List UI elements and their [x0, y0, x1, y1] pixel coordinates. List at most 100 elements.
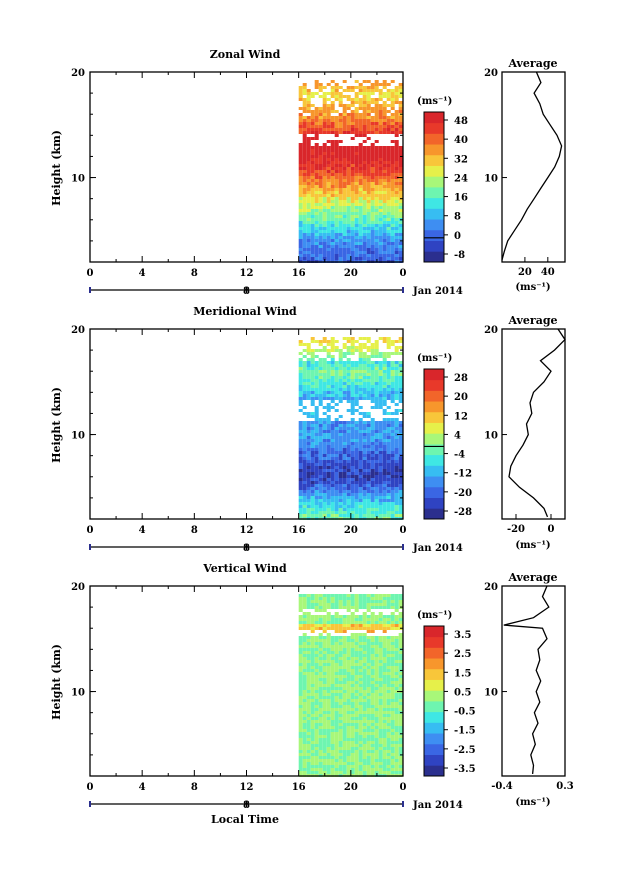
heatmap-cell [338, 236, 343, 239]
heatmap-cell [390, 487, 395, 490]
heatmap-cell [354, 711, 359, 714]
heatmap-cell [330, 110, 335, 113]
heatmap-cell [322, 448, 327, 451]
heatmap-cell [362, 484, 367, 487]
heatmap-cell [374, 131, 379, 134]
heatmap-cell [374, 681, 379, 684]
heatmap-cell [354, 627, 359, 630]
heatmap-cell [326, 349, 331, 352]
heatmap-cell [358, 478, 363, 481]
heatmap-cell [366, 624, 371, 627]
heatmap-cell [358, 349, 363, 352]
heatmap-cell [358, 765, 363, 768]
heatmap-cell [394, 146, 399, 149]
heatmap-cell [366, 152, 371, 155]
colorbar-frame [423, 625, 445, 777]
heatmap-cell [302, 110, 307, 113]
heatmap-cell [302, 663, 307, 666]
heatmap-cell [354, 364, 359, 367]
heatmap-cell [302, 603, 307, 606]
heatmap-cell [338, 696, 343, 699]
heatmap-cell [342, 379, 347, 382]
heatmap-cell [370, 457, 375, 460]
heatmap-cell [326, 445, 331, 448]
heatmap-cell [366, 463, 371, 466]
x-tick-label: 8 [191, 782, 198, 793]
heatmap-cell [350, 427, 355, 430]
heatmap-cell [390, 472, 395, 475]
heatmap-cell [298, 708, 303, 711]
heatmap-cell [366, 615, 371, 618]
heatmap-cell [326, 212, 331, 215]
heatmap-cell [330, 361, 335, 364]
heatmap-cell [342, 233, 347, 236]
heatmap-cell [350, 705, 355, 708]
heatmap-cell [310, 654, 315, 657]
heatmap-cell [306, 735, 311, 738]
heatmap-cell [330, 765, 335, 768]
heatmap-cell [354, 735, 359, 738]
heatmap-cell [322, 406, 327, 409]
heatmap-cell [346, 448, 351, 451]
heatmap-cell [306, 128, 311, 131]
heatmap-cell [310, 218, 315, 221]
heatmap-cell [370, 146, 375, 149]
heatmap-cell [334, 448, 339, 451]
heatmap-cell [378, 645, 383, 648]
heatmap-cell [370, 502, 375, 505]
heatmap-cell [398, 107, 403, 110]
heatmap-cell [366, 155, 371, 158]
heatmap-cell [330, 732, 335, 735]
heatmap-cell [306, 140, 311, 143]
heatmap-cell [302, 642, 307, 645]
heatmap-cell [374, 185, 379, 188]
heatmap-cell [386, 176, 391, 179]
heatmap-cell [374, 741, 379, 744]
heatmap-cell [398, 251, 403, 254]
heatmap-cell [354, 230, 359, 233]
heatmap-cell [322, 394, 327, 397]
heatmap-cell [382, 146, 387, 149]
heatmap-cell [354, 373, 359, 376]
heatmap-cell [386, 451, 391, 454]
heatmap-cell [298, 409, 303, 412]
heatmap-cell [306, 364, 311, 367]
date-label: Jan 2014 [412, 543, 463, 554]
heatmap-cell [342, 666, 347, 669]
heatmap-cell [382, 729, 387, 732]
heatmap-cell [358, 134, 363, 137]
heatmap-cell [386, 723, 391, 726]
heatmap-cell [330, 738, 335, 741]
heatmap-cell [310, 606, 315, 609]
heatmap-cell [362, 741, 367, 744]
heatmap-cell [358, 406, 363, 409]
heatmap-cell [338, 400, 343, 403]
heatmap-cell [330, 487, 335, 490]
heatmap-cell [382, 660, 387, 663]
heatmap-cell [306, 173, 311, 176]
heatmap-cell [378, 642, 383, 645]
heatmap-cell [350, 735, 355, 738]
heatmap-cell [310, 600, 315, 603]
heatmap-cell [346, 487, 351, 490]
heatmap-cell [398, 242, 403, 245]
heatmap-cell [322, 744, 327, 747]
heatmap-cell [394, 370, 399, 373]
heatmap-cell [374, 251, 379, 254]
colorbar-tick-label: 20 [454, 392, 468, 403]
heatmap-cell [330, 107, 335, 110]
heatmap-cell [342, 651, 347, 654]
heatmap-cell [342, 167, 347, 170]
heatmap-cell [314, 669, 319, 672]
heatmap-cell [394, 119, 399, 122]
heatmap-cell [326, 194, 331, 197]
heatmap-cell [310, 397, 315, 400]
heatmap-cell [362, 346, 367, 349]
heatmap-cell [302, 711, 307, 714]
heatmap-cell [354, 212, 359, 215]
heatmap-cell [382, 630, 387, 633]
heatmap-cell [302, 469, 307, 472]
x-tick-label: 12 [240, 525, 254, 536]
heatmap-cell [366, 771, 371, 774]
heatmap-cell [338, 206, 343, 209]
